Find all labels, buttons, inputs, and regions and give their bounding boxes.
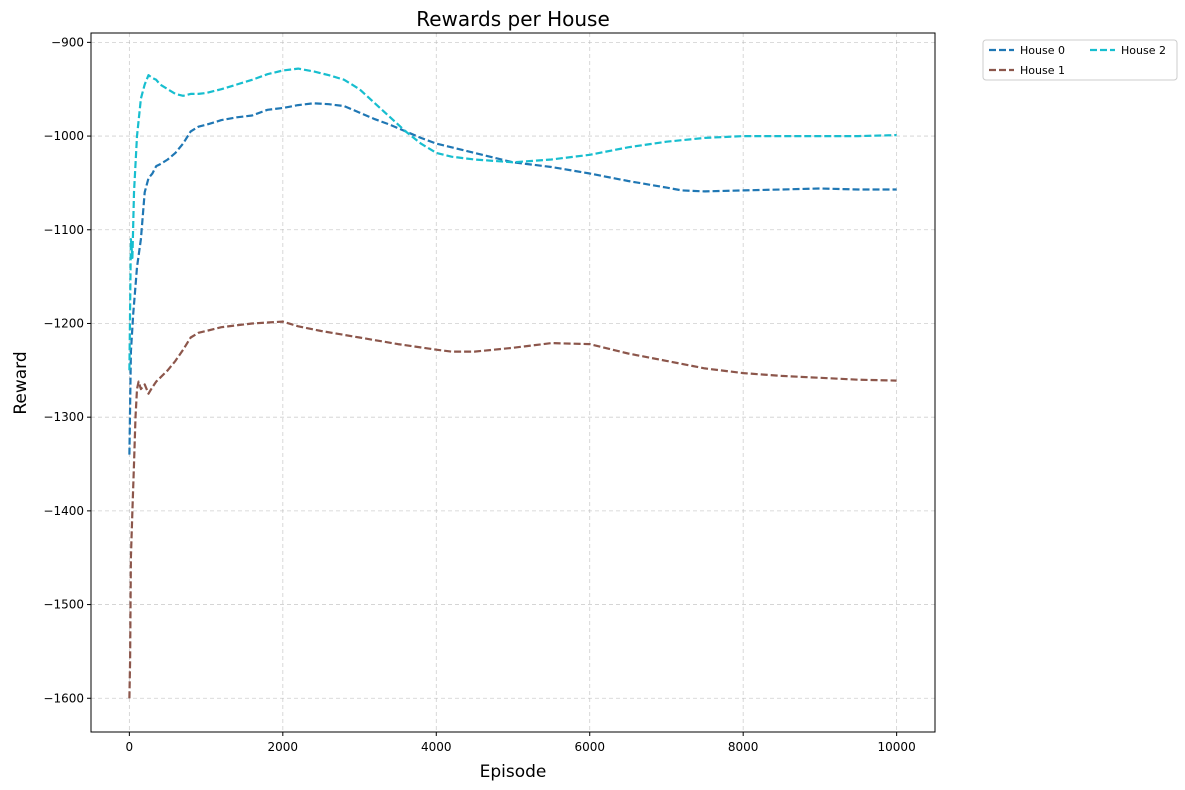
x-tick-label: 8000: [728, 740, 759, 754]
x-tick-label: 0: [126, 740, 134, 754]
legend-label-2: House 2: [1121, 44, 1166, 57]
series-layer: [128, 67, 897, 699]
y-tick-label: −1100: [43, 223, 84, 237]
y-axis: −900 −1000 −1100 −1200 −1300 −1400 −1500 −1600: [43, 35, 91, 705]
x-axis-title: Episode: [480, 762, 547, 782]
x-tick-label: 2000: [268, 740, 299, 754]
y-tick-label: −1000: [43, 129, 84, 143]
x-axis: 0 2000 4000 6000 8000 10000: [126, 732, 916, 754]
legend-label-0: House 0: [1020, 44, 1065, 57]
y-tick-label: −1300: [43, 410, 84, 424]
y-tick-label: −1200: [43, 316, 84, 330]
x-tick-label: 10000: [878, 740, 916, 754]
chart-title: Rewards per House: [416, 7, 610, 31]
x-tick-label: 6000: [574, 740, 605, 754]
plot-area-frame: [90, 32, 936, 733]
y-tick-label: −1600: [43, 691, 84, 705]
y-tick-label: −900: [51, 35, 84, 49]
y-tick-label: −1500: [43, 598, 84, 612]
legend: House 0 House 1 House 2: [982, 39, 1178, 81]
series-line-0: [128, 102, 897, 455]
legend-label-1: House 1: [1020, 64, 1065, 77]
series-line-2: [128, 67, 897, 371]
y-axis-title: Reward: [11, 351, 31, 414]
grid: [91, 33, 935, 732]
legend-frame: [982, 39, 1178, 81]
x-tick-label: 4000: [421, 740, 452, 754]
series-line-1: [128, 320, 897, 699]
y-tick-label: −1400: [43, 504, 84, 518]
